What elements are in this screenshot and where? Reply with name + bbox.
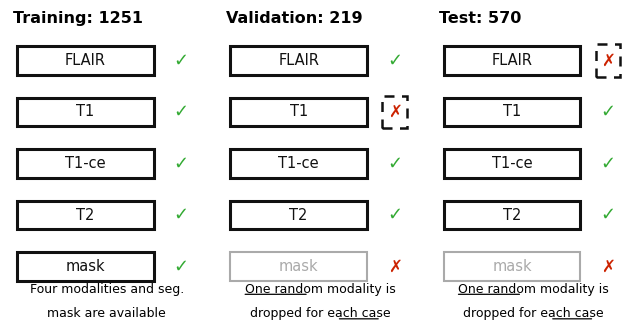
Bar xyxy=(230,252,367,281)
Text: ✓: ✓ xyxy=(174,206,189,224)
Text: ✗: ✗ xyxy=(601,51,615,70)
Text: ✗: ✗ xyxy=(601,257,615,276)
Bar xyxy=(17,98,154,126)
Bar xyxy=(596,44,620,77)
Text: FLAIR: FLAIR xyxy=(65,53,106,68)
Text: FLAIR: FLAIR xyxy=(492,53,532,68)
Text: ✓: ✓ xyxy=(600,103,616,121)
Bar xyxy=(444,46,580,75)
Text: ✓: ✓ xyxy=(387,206,402,224)
Text: dropped for each case: dropped for each case xyxy=(463,307,604,320)
Text: ✓: ✓ xyxy=(174,257,189,276)
Text: T1: T1 xyxy=(289,105,308,119)
Text: ✗: ✗ xyxy=(388,103,402,121)
Text: mask: mask xyxy=(492,259,532,274)
Bar xyxy=(230,149,367,178)
Bar xyxy=(383,95,407,129)
Bar xyxy=(17,46,154,75)
Bar xyxy=(17,252,154,281)
Bar xyxy=(17,149,154,178)
Text: mask: mask xyxy=(279,259,319,274)
Text: ✓: ✓ xyxy=(174,154,189,173)
Text: T1-ce: T1-ce xyxy=(278,156,319,171)
Text: mask are available: mask are available xyxy=(47,307,166,320)
Text: Training: 1251: Training: 1251 xyxy=(13,11,143,26)
Text: ✓: ✓ xyxy=(600,154,616,173)
Text: T1: T1 xyxy=(503,105,521,119)
Text: ✓: ✓ xyxy=(600,206,616,224)
Text: Validation: 219: Validation: 219 xyxy=(226,11,363,26)
Text: Four modalities and seg.: Four modalities and seg. xyxy=(29,283,184,296)
Text: One random modality is: One random modality is xyxy=(244,283,396,296)
Bar xyxy=(444,149,580,178)
Bar xyxy=(444,201,580,229)
Text: Test: 570: Test: 570 xyxy=(440,11,522,26)
Text: T1-ce: T1-ce xyxy=(492,156,532,171)
Text: ✓: ✓ xyxy=(174,103,189,121)
Bar xyxy=(444,252,580,281)
Text: One random modality is: One random modality is xyxy=(458,283,609,296)
Text: ✓: ✓ xyxy=(387,51,402,70)
Text: ✗: ✗ xyxy=(388,257,402,276)
Text: ✓: ✓ xyxy=(387,154,402,173)
Text: mask: mask xyxy=(65,259,105,274)
Text: dropped for each case: dropped for each case xyxy=(250,307,390,320)
Bar xyxy=(17,201,154,229)
Text: T1: T1 xyxy=(76,105,95,119)
Text: T2: T2 xyxy=(76,208,95,222)
Text: FLAIR: FLAIR xyxy=(278,53,319,68)
Text: T2: T2 xyxy=(503,208,521,222)
Text: T2: T2 xyxy=(289,208,308,222)
Bar xyxy=(230,201,367,229)
Text: ✓: ✓ xyxy=(174,51,189,70)
Bar xyxy=(230,98,367,126)
Bar xyxy=(444,98,580,126)
Text: T1-ce: T1-ce xyxy=(65,156,106,171)
Bar xyxy=(230,46,367,75)
